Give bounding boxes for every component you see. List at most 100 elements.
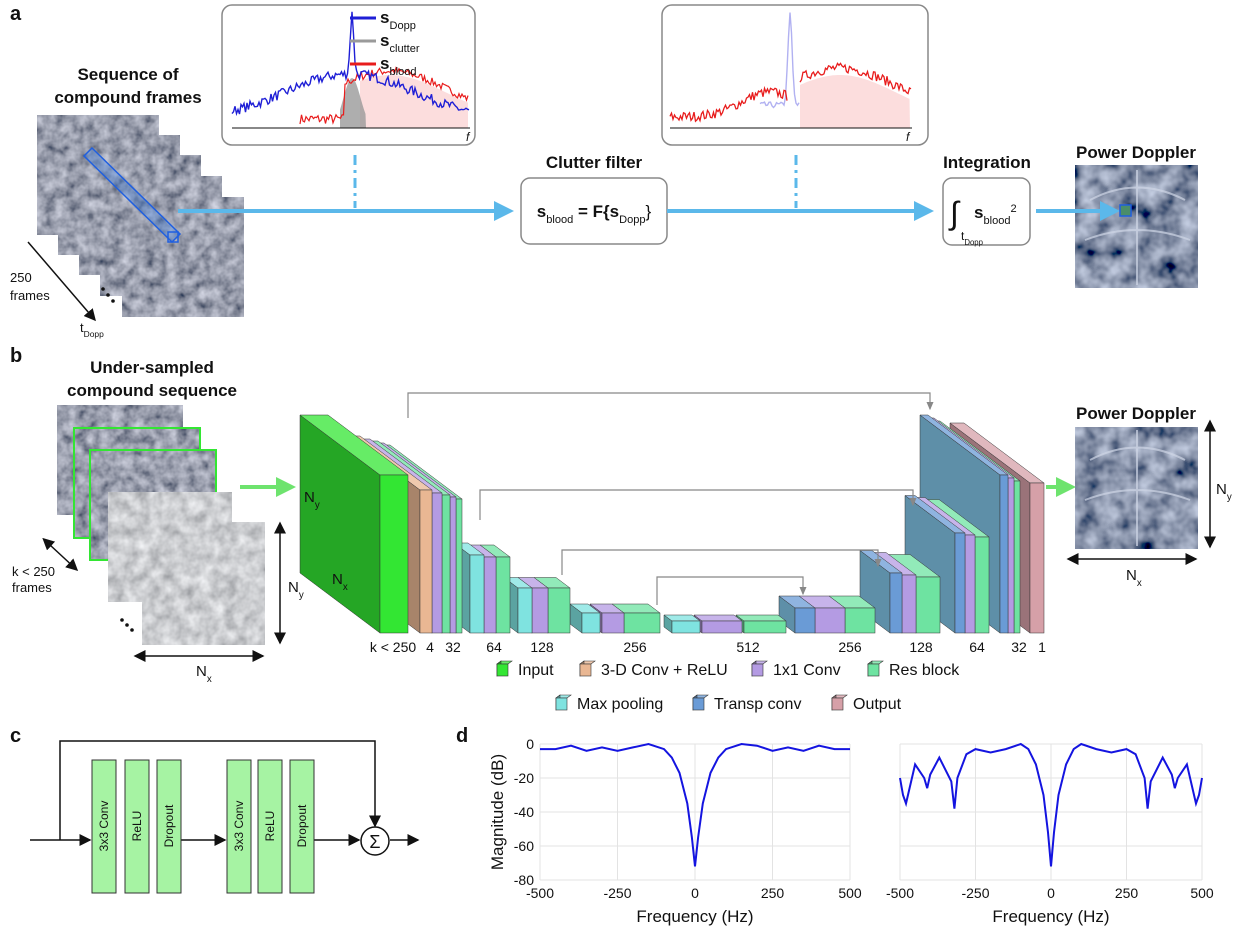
channel-label: 64 [486,639,502,655]
layer-block [124,759,150,894]
panel-label: d [456,725,468,747]
slab-front [999,474,1009,634]
slab-front [623,612,661,634]
text-part: f [466,130,471,144]
text-part: clutter [389,43,419,55]
text-part: s [380,31,389,50]
x-tick-label: 0 [1047,885,1055,901]
doppler-spectrum-light [759,12,800,109]
dim-label: Ny [304,489,320,511]
channel-label: 64 [969,639,985,655]
layer-block [156,759,182,894]
response-curve [540,742,850,867]
x-tick-label: 250 [761,885,785,901]
integral-sign: ∫ [948,195,961,231]
channel-label: 256 [623,639,647,655]
text-part: t [961,229,965,243]
text-part: s [380,8,389,27]
text-part: k < 250 [12,564,55,579]
text-part: 250 [10,270,32,285]
pixel [1119,204,1132,217]
blood-spectrum [799,62,912,95]
x-tick-label: 500 [1190,885,1214,901]
text-part: N [1216,481,1227,498]
layer-label: 3x3 Conv [97,801,111,852]
text-part: Dopp [964,238,983,247]
undersampled-stack [56,404,265,645]
spectrum-box [661,4,929,146]
text-part: 32 [1011,639,1027,655]
layer-block [91,759,117,894]
text-part: blood [389,66,416,78]
text-part: compound frames [54,88,201,107]
frame [122,197,244,317]
slab-front [379,474,409,634]
text-part: x [207,674,212,685]
text-part: s [610,202,619,221]
text-part: N [288,579,299,596]
text-part: Dopp [619,214,645,226]
unet [299,414,1045,634]
pixel-tube [82,146,182,244]
panel-label: a [10,3,22,25]
legend-cube-front [496,663,509,677]
text-part: y [315,500,320,511]
slab-front [701,620,743,634]
layer-label: Dropout [162,804,176,847]
text-part: Under-sampled [90,358,214,377]
slab-front [469,554,485,634]
text-part: c [10,725,21,747]
text-part: Magnitude (dB) [488,754,507,870]
y-tick-label: -60 [514,838,534,854]
y-tick-label: -80 [514,872,534,888]
x-tick-label: 0 [691,885,699,901]
dim-label: Nx [196,663,212,685]
layer-label: Dropout [295,804,309,847]
y-axis-label: Magnitude (dB) [488,754,507,870]
text-part: t [80,320,84,335]
text-part: k < 250 [370,639,417,655]
slab-front [814,607,846,634]
integral-limit: tDopp [961,229,984,247]
text-part: ReLU [130,811,144,842]
slab-front [517,587,533,634]
legend-entry: sDopp [380,8,416,32]
dim-label: Ny [1216,481,1232,503]
x-tick-label: -250 [961,885,989,901]
x-axis-label: Frequency (Hz) [992,907,1109,926]
time-arrow [27,241,96,322]
text-part: frames [10,288,50,303]
text-part: Power Doppler [1076,143,1196,162]
axis-symbol: f [466,130,471,144]
layer-block [257,759,283,894]
section-title: Power Doppler [1076,404,1196,423]
slab-front [671,620,701,634]
legend-entry: sblood [380,54,417,78]
x-tick-label: 250 [1115,885,1139,901]
spectrum-box [221,4,476,146]
slab-front [601,612,625,634]
text-part: 3x3 Conv [97,801,111,852]
text-part: frames [12,580,52,595]
text-part: y [299,590,304,601]
y-tick-label: -20 [514,770,534,786]
frame [142,522,265,645]
slab-front [1007,477,1015,634]
legend-entry: Transp conv [714,696,801,713]
slab-front [531,587,549,634]
text-part: compound sequence [67,381,237,400]
layer-block [289,759,315,894]
vessels [1084,430,1191,546]
channel-label: k < 250 [370,639,417,655]
text-part: s [380,54,389,73]
text-part: 250 [761,885,785,901]
step-title: Integration [943,153,1031,172]
text-part: 256 [623,639,647,655]
blood-spectrum [299,66,469,125]
skip-connection [656,576,807,605]
x-tick-label: 500 [838,885,862,901]
slab-front [449,496,457,634]
legend-entry: 3-D Conv + ReLU [601,662,728,679]
